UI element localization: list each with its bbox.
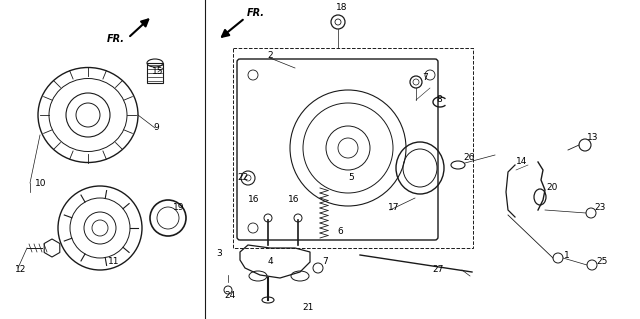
Text: 5: 5 bbox=[348, 174, 354, 182]
Text: 3: 3 bbox=[216, 249, 222, 258]
Bar bbox=[147, 63, 163, 83]
Text: 15: 15 bbox=[152, 68, 163, 77]
Text: FR.: FR. bbox=[107, 34, 125, 44]
Text: 23: 23 bbox=[594, 203, 605, 211]
Text: 14: 14 bbox=[516, 158, 527, 167]
Text: 24: 24 bbox=[224, 292, 236, 300]
Text: 11: 11 bbox=[108, 257, 120, 266]
Text: 4: 4 bbox=[268, 257, 274, 266]
Text: 19: 19 bbox=[173, 204, 184, 212]
Text: 8: 8 bbox=[436, 95, 442, 105]
Text: 1: 1 bbox=[564, 250, 570, 259]
Text: FR.: FR. bbox=[247, 8, 265, 18]
Text: 26: 26 bbox=[463, 153, 474, 162]
Text: 7: 7 bbox=[322, 257, 328, 266]
Text: 7: 7 bbox=[422, 73, 428, 83]
Text: 6: 6 bbox=[337, 227, 343, 236]
Text: 25: 25 bbox=[596, 257, 607, 266]
Bar bbox=[233, 48, 473, 248]
Text: 22: 22 bbox=[237, 174, 248, 182]
Text: 13: 13 bbox=[587, 133, 598, 143]
Text: 16: 16 bbox=[288, 196, 300, 204]
Text: 16: 16 bbox=[248, 196, 259, 204]
Text: 10: 10 bbox=[35, 179, 47, 188]
Text: 27: 27 bbox=[432, 265, 444, 275]
Text: 20: 20 bbox=[546, 183, 557, 192]
Text: 9: 9 bbox=[153, 123, 159, 132]
Text: 17: 17 bbox=[388, 204, 399, 212]
Text: 21: 21 bbox=[302, 303, 314, 313]
Text: 18: 18 bbox=[336, 4, 348, 12]
Text: 2: 2 bbox=[267, 50, 273, 60]
Text: 12: 12 bbox=[15, 265, 26, 275]
